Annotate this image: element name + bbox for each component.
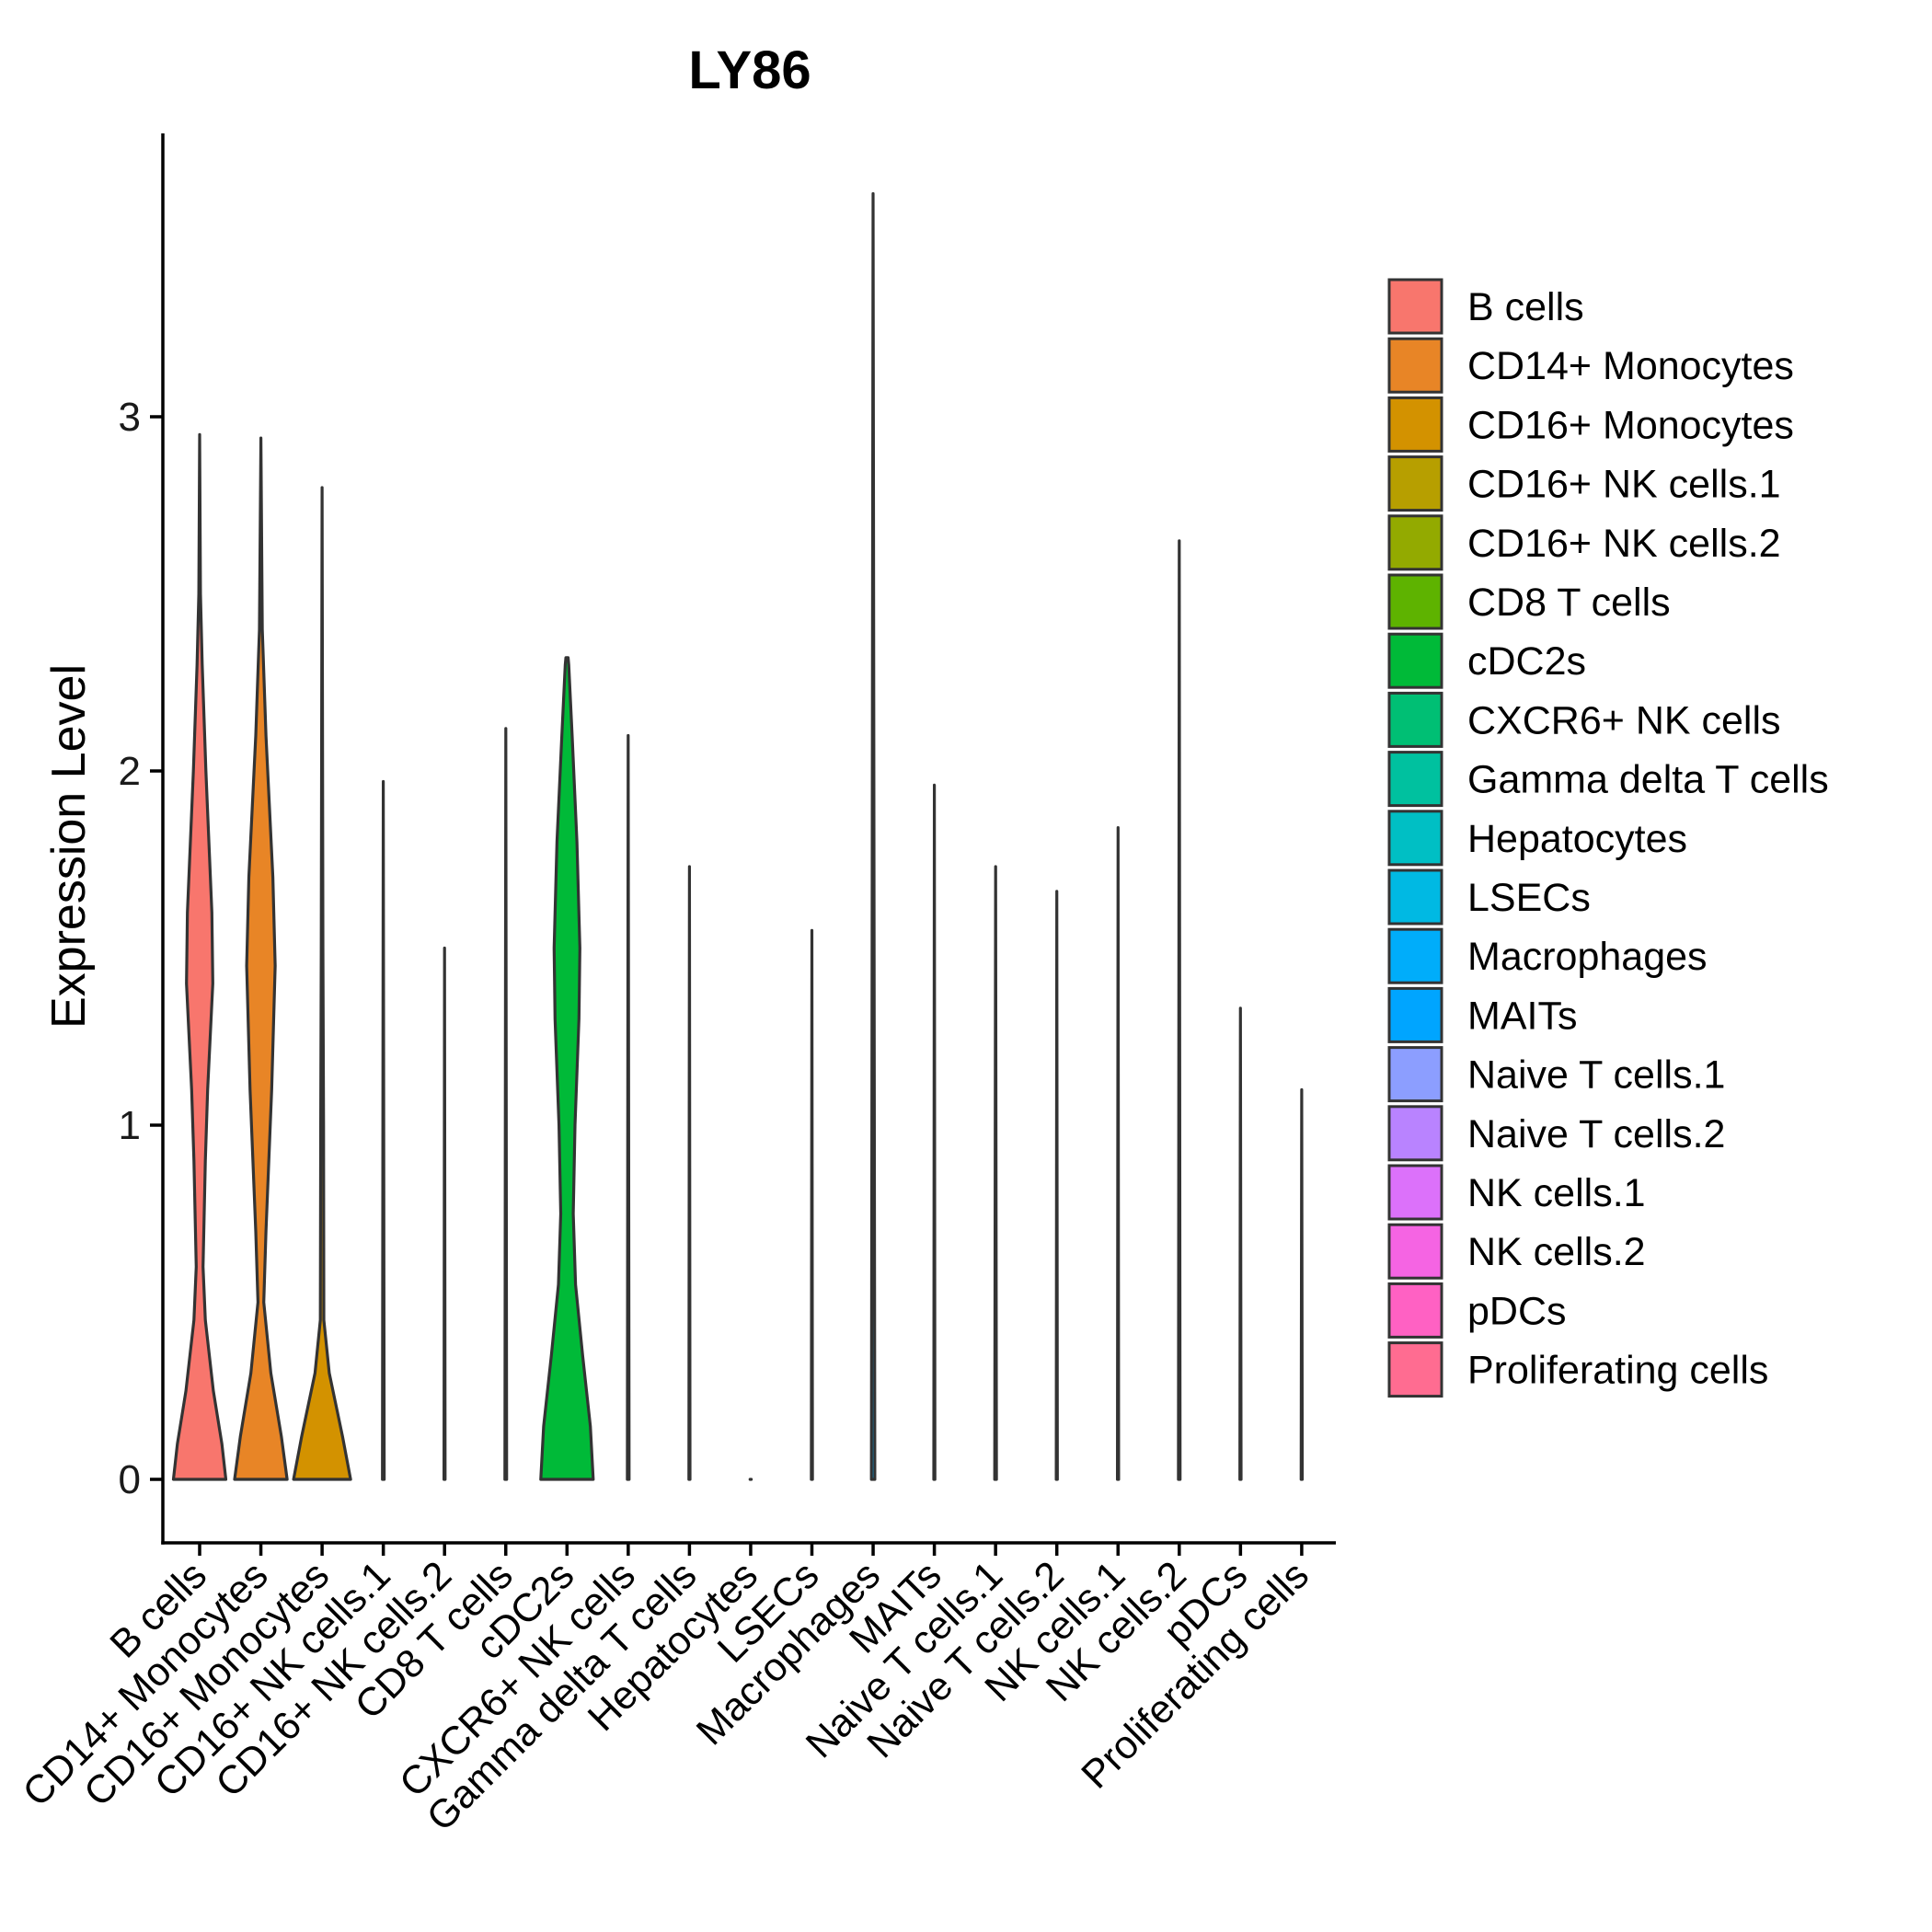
legend-key (1387, 927, 1443, 984)
legend: B cells CD14+ Monocytes CD16+ Monocytes CD1… (1387, 278, 1829, 1398)
legend-label: NK cells.2 (1467, 1230, 1646, 1274)
legend-item: Macrophages (1387, 927, 1708, 984)
violin-macrophages (869, 191, 877, 1481)
legend-item: B cells (1387, 278, 1584, 335)
legend-label: CXCR6+ NK cells (1467, 698, 1781, 742)
legend-item: NK cells.2 (1387, 1223, 1646, 1280)
legend-item: CD16+ Monocytes (1387, 396, 1794, 453)
legend-key (1387, 1282, 1443, 1339)
legend-key (1387, 691, 1443, 748)
violin-cdc2s (539, 656, 595, 1481)
legend-label: B cells (1467, 285, 1584, 329)
legend-item: Proliferating cells (1387, 1341, 1768, 1398)
y-axis-label: Expression Level (42, 664, 96, 1029)
legend-key (1387, 455, 1443, 512)
chart-title: LY86 (688, 40, 811, 100)
legend-label: Gamma delta T cells (1467, 758, 1829, 802)
legend-label: pDCs (1467, 1289, 1567, 1333)
violin-cd16-nk-cells-1 (381, 779, 386, 1481)
legend-key (1387, 810, 1443, 867)
legend-key (1387, 514, 1443, 571)
legend-label: NK cells.1 (1467, 1171, 1646, 1215)
legend-item: CXCR6+ NK cells (1387, 691, 1781, 748)
legend-item: CD8 T cells (1387, 573, 1671, 630)
y-tick-label: 3 (119, 395, 141, 440)
legend-key (1387, 868, 1443, 926)
legend-key (1387, 1223, 1443, 1280)
legend-item: Gamma delta T cells (1387, 751, 1829, 808)
legend-label: LSECs (1467, 876, 1591, 920)
violin-proliferating-cells (1299, 1087, 1305, 1481)
legend-label: CD16+ NK cells.1 (1467, 463, 1781, 507)
violin-lsecs (810, 928, 814, 1481)
violin-cd14-monocytes (233, 436, 289, 1481)
legend-label: Naive T cells.1 (1467, 1053, 1725, 1098)
legend-label: CD16+ Monocytes (1467, 403, 1794, 447)
legend-key (1387, 337, 1443, 394)
legend-label: CD16+ NK cells.2 (1467, 522, 1781, 566)
axes-group (161, 133, 1336, 1545)
legend-item: MAITs (1387, 986, 1577, 1043)
violin-pdcs (1238, 1006, 1243, 1481)
legend-item: Naive T cells.1 (1387, 1046, 1725, 1103)
legend-label: Proliferating cells (1467, 1349, 1768, 1393)
y-ticks-group: 0 1 2 3 (119, 395, 163, 1502)
y-tick-label: 1 (119, 1103, 141, 1148)
legend-item: pDCs (1387, 1282, 1567, 1339)
violins-group (171, 191, 1305, 1481)
violin-cd16-monocytes (292, 486, 352, 1481)
legend-key (1387, 1046, 1443, 1103)
violin-cd16-nk-cells-2 (443, 946, 447, 1481)
legend-key (1387, 751, 1443, 808)
legend-key (1387, 1164, 1443, 1221)
legend-item: LSECs (1387, 868, 1591, 926)
violin-b-cells (171, 432, 228, 1481)
violin-nk-cells-1 (1116, 826, 1121, 1481)
legend-key (1387, 396, 1443, 453)
violin-naive-t-cells-1 (993, 865, 998, 1481)
violin-cxcr6-nk-cells (626, 733, 631, 1481)
legend-item: NK cells.1 (1387, 1164, 1646, 1221)
legend-key (1387, 1341, 1443, 1398)
legend-label: MAITs (1467, 994, 1577, 1038)
legend-label: Macrophages (1467, 935, 1708, 979)
y-tick-label: 0 (119, 1457, 141, 1502)
legend-key (1387, 573, 1443, 630)
legend-label: Naive T cells.2 (1467, 1112, 1725, 1156)
violin-naive-t-cells-2 (1054, 890, 1059, 1481)
legend-item: CD16+ NK cells.1 (1387, 455, 1781, 512)
legend-key (1387, 986, 1443, 1043)
legend-label: CD8 T cells (1467, 581, 1671, 625)
legend-key (1387, 1105, 1443, 1162)
legend-label: Hepatocytes (1467, 817, 1687, 861)
violin-maits (932, 783, 937, 1481)
legend-label: CD14+ Monocytes (1467, 344, 1794, 388)
legend-label: cDC2s (1467, 639, 1586, 684)
legend-item: Naive T cells.2 (1387, 1105, 1725, 1162)
legend-key (1387, 278, 1443, 335)
violin-nk-cells-2 (1177, 539, 1182, 1481)
legend-item: Hepatocytes (1387, 810, 1687, 867)
violin-gamma-delta-t-cells (687, 865, 692, 1481)
legend-item: cDC2s (1387, 632, 1586, 689)
violin-cd8-t-cells (503, 727, 509, 1481)
legend-key (1387, 632, 1443, 689)
legend-item: CD14+ Monocytes (1387, 337, 1794, 394)
y-tick-label: 2 (119, 749, 141, 794)
legend-item: CD16+ NK cells.2 (1387, 514, 1781, 571)
